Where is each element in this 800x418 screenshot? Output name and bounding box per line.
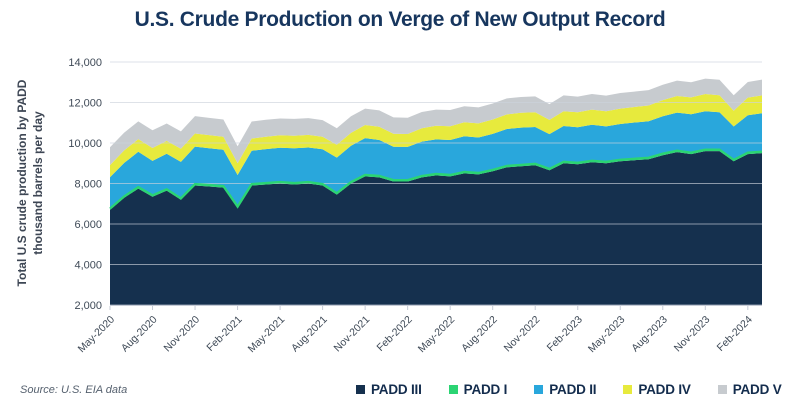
legend-label: PADD III [371, 382, 422, 397]
x-tick-label: Feb-2022 [375, 314, 415, 354]
y-tick-label: 2,000 [74, 300, 102, 312]
y-tick-label: 10,000 [68, 138, 102, 150]
x-tick-label: Feb-2021 [204, 314, 244, 354]
chart-title: U.S. Crude Production on Verge of New Ou… [134, 8, 666, 31]
x-tick-label: Aug-2021 [289, 314, 330, 355]
x-tick-label: Feb-2023 [545, 314, 585, 354]
y-tick-label: 12,000 [68, 98, 102, 110]
legend-swatch-padd-i [448, 385, 458, 394]
legend-label: PADD IV [638, 382, 691, 397]
legend-item-padd-i: PADD I [448, 382, 508, 397]
legend-swatch-padd-ii [534, 385, 544, 394]
legend-swatch-padd-iii [356, 385, 365, 394]
legend-item-padd-iii: PADD III [356, 382, 422, 397]
legend-label: PADD I [463, 382, 508, 397]
y-tick-label: 14,000 [68, 57, 102, 69]
x-tick-label: Nov-2020 [161, 314, 202, 355]
x-tick-label: Aug-2020 [119, 314, 160, 355]
y-tick-label: 6,000 [74, 219, 102, 231]
x-tick-label: Feb-2024 [715, 314, 755, 354]
legend-item-padd-ii: PADD II [534, 382, 597, 397]
stacked-area-chart: 14,00012,00010,0008,0006,0004,0002,000Ma… [68, 57, 763, 356]
legend-label: PADD V [732, 382, 782, 397]
x-tick-label: May-2022 [416, 314, 458, 356]
y-tick-label: 4,000 [74, 260, 102, 272]
series-areas [110, 78, 762, 305]
area-padd-iii [110, 151, 762, 305]
legend-swatch-padd-iv [623, 385, 633, 394]
source-note: Source: U.S. EIA data [20, 384, 128, 396]
area-padd-v [110, 78, 762, 166]
legend-item-padd-v: PADD V [717, 382, 782, 397]
legend-label: PADD II [549, 382, 597, 397]
x-tick-label: Aug-2023 [629, 314, 670, 355]
x-tick-label: Nov-2023 [672, 314, 713, 355]
area-padd-iv [110, 94, 762, 178]
x-axis: May-2020 Aug-2020 Nov-2020 Feb-2021 May-2021… [76, 305, 762, 356]
legend: PADD III PADD I PADD II PADD IV PADD V [356, 382, 782, 397]
padd-i-edge-line [109, 148, 763, 210]
legend-item-padd-iv: PADD IV [623, 382, 691, 397]
y-tick-label: 8,000 [74, 179, 102, 191]
legend-swatch-padd-v [717, 385, 727, 394]
area-padd-ii [110, 111, 762, 209]
x-tick-label: Aug-2022 [459, 314, 500, 355]
x-tick-label: Nov-2022 [502, 314, 543, 355]
x-tick-label: Nov-2021 [332, 314, 373, 355]
x-tick-label: May-2020 [76, 314, 118, 356]
x-tick-label: May-2021 [246, 314, 288, 356]
x-tick-label: May-2023 [586, 314, 628, 356]
